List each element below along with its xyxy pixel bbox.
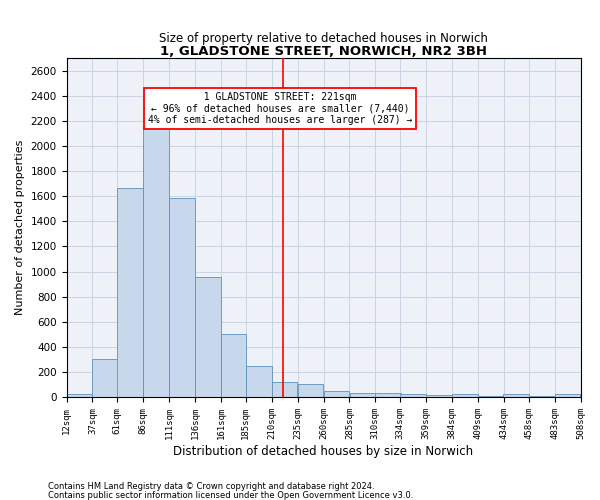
Bar	[555, 394, 580, 397]
Bar	[350, 392, 375, 397]
Text: Size of property relative to detached houses in Norwich: Size of property relative to detached ho…	[159, 32, 488, 45]
Bar	[143, 128, 169, 397]
Bar	[426, 395, 452, 397]
Text: 1 GLADSTONE STREET: 221sqm  
← 96% of detached houses are smaller (7,440)
4% of : 1 GLADSTONE STREET: 221sqm ← 96% of deta…	[148, 92, 412, 126]
Bar	[92, 360, 118, 397]
Bar	[323, 390, 349, 397]
Bar	[118, 188, 143, 397]
Bar	[375, 392, 401, 397]
Bar	[169, 198, 195, 397]
X-axis label: Distribution of detached houses by size in Norwich: Distribution of detached houses by size …	[173, 444, 473, 458]
Bar	[67, 394, 92, 397]
Bar	[529, 396, 554, 397]
Title: 1, GLADSTONE STREET, NORWICH, NR2 3BH: 1, GLADSTONE STREET, NORWICH, NR2 3BH	[160, 46, 487, 59]
Text: Contains HM Land Registry data © Crown copyright and database right 2024.: Contains HM Land Registry data © Crown c…	[48, 482, 374, 491]
Bar	[272, 382, 298, 397]
Bar	[452, 394, 478, 397]
Y-axis label: Number of detached properties: Number of detached properties	[15, 140, 25, 316]
Bar	[221, 334, 246, 397]
Bar	[195, 276, 221, 397]
Bar	[503, 394, 529, 397]
Bar	[478, 396, 503, 397]
Bar	[246, 366, 272, 397]
Bar	[298, 384, 323, 397]
Bar	[400, 394, 426, 397]
Text: Contains public sector information licensed under the Open Government Licence v3: Contains public sector information licen…	[48, 491, 413, 500]
